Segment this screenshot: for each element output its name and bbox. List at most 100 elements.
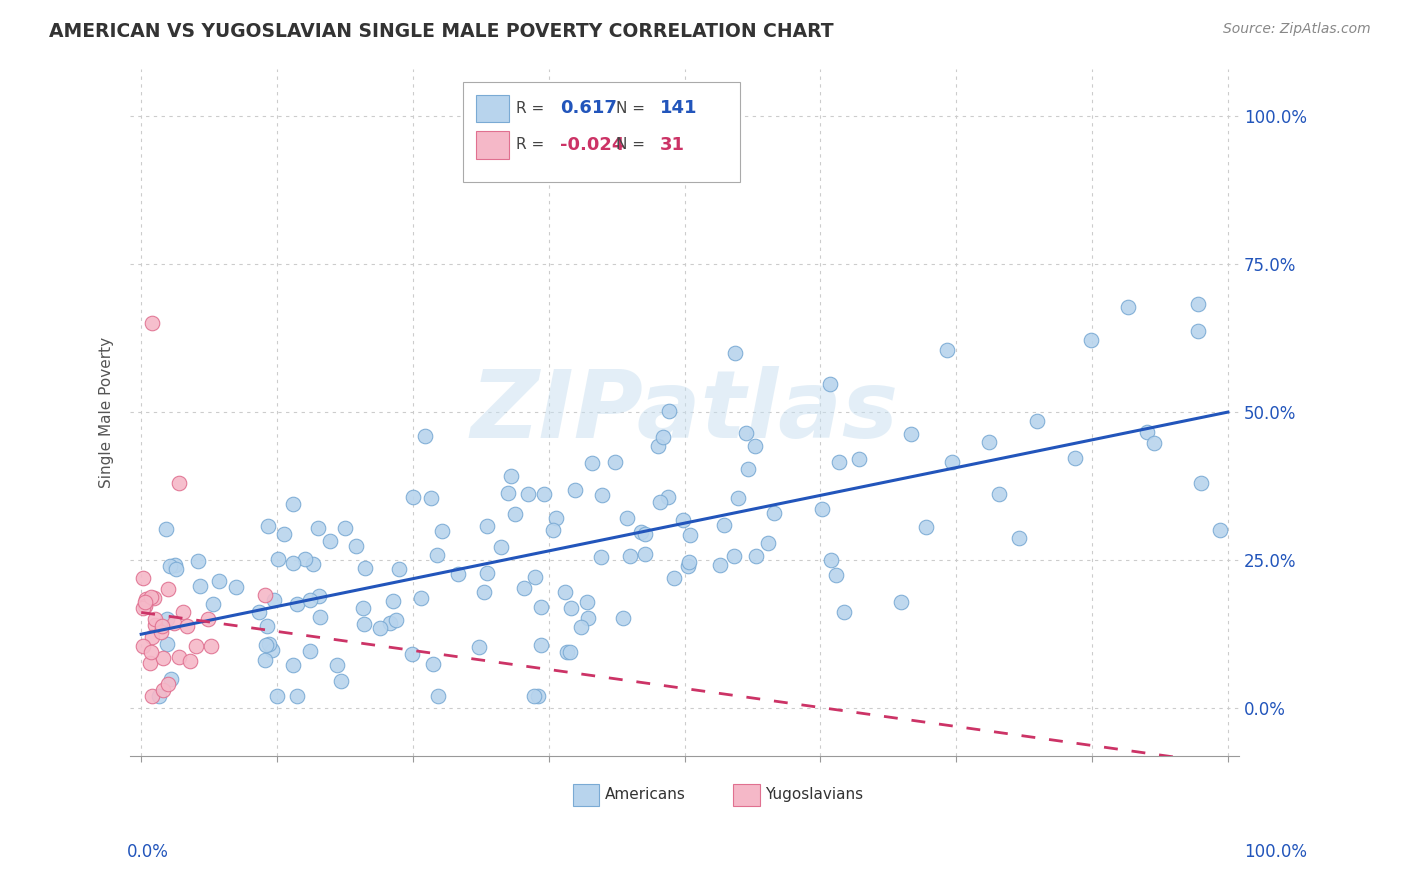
Text: AMERICAN VS YUGOSLAVIAN SINGLE MALE POVERTY CORRELATION CHART: AMERICAN VS YUGOSLAVIAN SINGLE MALE POVE… (49, 22, 834, 41)
Point (727, 491, 749, 505)
Point (143, 618, 166, 632)
Point (166, 562, 188, 576)
Point (848, 452, 870, 467)
Point (165, 558, 187, 573)
Point (131, 601, 153, 615)
Point (468, 640, 491, 655)
Point (370, 621, 392, 635)
Point (530, 599, 553, 614)
Point (489, 540, 512, 554)
Point (709, 558, 731, 572)
Point (308, 589, 330, 603)
Point (647, 439, 669, 453)
Point (658, 404, 681, 418)
Point (139, 656, 162, 670)
Point (202, 597, 225, 611)
Point (299, 643, 322, 657)
Point (143, 611, 166, 625)
Point (569, 619, 592, 633)
Point (156, 612, 179, 626)
Point (472, 584, 495, 599)
Point (409, 591, 432, 605)
Text: Americans: Americans (605, 787, 686, 802)
Point (1008, 531, 1031, 545)
Point (523, 569, 546, 583)
Point (283, 497, 305, 511)
Point (616, 510, 638, 524)
Point (141, 630, 163, 644)
Point (828, 455, 851, 469)
Point (401, 647, 423, 661)
Point (134, 599, 156, 614)
Text: N =: N = (616, 101, 650, 116)
Point (516, 487, 538, 501)
Point (167, 650, 190, 665)
Point (267, 552, 290, 566)
FancyBboxPatch shape (463, 82, 740, 182)
Point (1187, 296, 1209, 310)
Point (352, 600, 374, 615)
Text: 0.0%: 0.0% (127, 843, 169, 861)
Point (475, 518, 498, 533)
Point (503, 507, 526, 521)
Point (285, 597, 308, 611)
Point (381, 594, 404, 608)
Point (499, 469, 522, 483)
Point (672, 513, 695, 527)
Point (176, 619, 198, 633)
Point (247, 605, 270, 619)
Point (426, 690, 449, 704)
Point (135, 592, 157, 607)
Point (354, 561, 377, 575)
Point (832, 605, 855, 619)
Point (475, 566, 498, 580)
Point (664, 570, 686, 584)
Point (723, 549, 745, 563)
Point (132, 571, 155, 585)
Point (378, 615, 401, 630)
Point (308, 610, 330, 624)
Point (155, 522, 177, 536)
Point (200, 639, 222, 653)
Point (1080, 333, 1102, 347)
Point (172, 605, 194, 619)
Point (253, 653, 276, 667)
Point (496, 485, 519, 500)
Point (544, 510, 567, 524)
Point (591, 487, 613, 501)
Text: 0.617: 0.617 (561, 99, 617, 118)
Point (281, 556, 304, 570)
Point (1209, 523, 1232, 537)
Text: -0.024: -0.024 (561, 136, 624, 153)
Point (257, 519, 280, 533)
Point (157, 677, 180, 691)
Point (299, 593, 322, 607)
Point (979, 435, 1001, 450)
Point (657, 490, 679, 504)
Text: Yugoslavians: Yugoslavians (765, 787, 863, 802)
Point (148, 690, 170, 704)
Point (543, 523, 565, 537)
Point (266, 690, 288, 704)
Text: N =: N = (616, 137, 650, 153)
Point (159, 559, 181, 574)
Point (941, 455, 963, 469)
Point (634, 526, 657, 541)
FancyBboxPatch shape (477, 131, 509, 159)
FancyBboxPatch shape (477, 95, 509, 122)
Text: R =: R = (516, 137, 550, 153)
Point (139, 645, 162, 659)
Point (141, 316, 163, 330)
Point (260, 642, 283, 657)
Point (139, 591, 162, 605)
Point (353, 616, 375, 631)
Text: R =: R = (516, 101, 550, 116)
Point (402, 491, 425, 505)
Point (190, 579, 212, 593)
Text: 31: 31 (661, 136, 685, 153)
Point (560, 601, 582, 615)
Text: 141: 141 (661, 99, 697, 118)
Point (811, 502, 834, 516)
Point (273, 527, 295, 541)
Point (335, 521, 357, 535)
